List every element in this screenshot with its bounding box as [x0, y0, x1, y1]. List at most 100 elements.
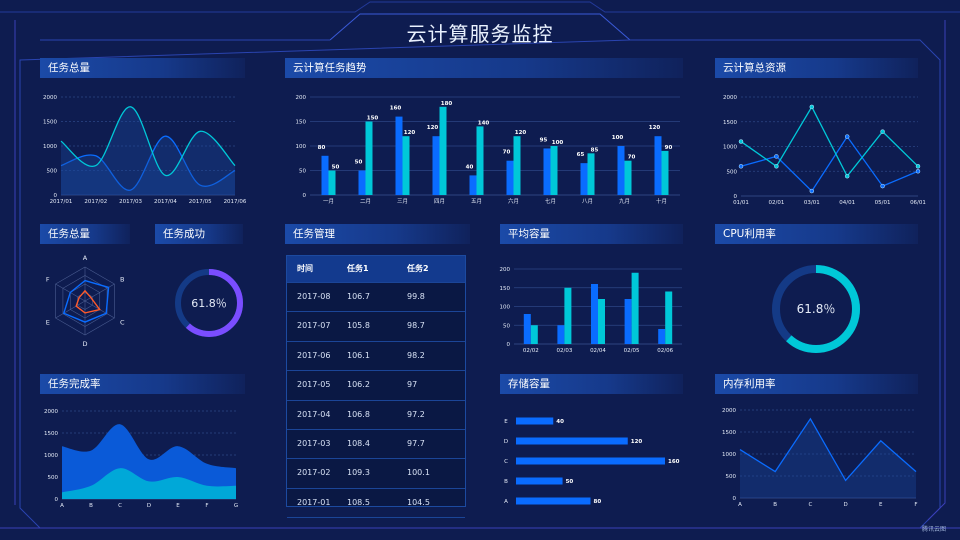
- x-tick-label: 二月: [360, 198, 371, 205]
- series-line: [740, 105, 919, 178]
- panel-header-cpu-usage: CPU利用率: [715, 224, 918, 244]
- bar: [506, 160, 514, 195]
- y-tick-label: 2000: [723, 95, 737, 101]
- table-cell: 2017-05: [297, 380, 331, 390]
- x-tick-label: B: [89, 503, 93, 509]
- y-tick-label: 500: [727, 169, 738, 175]
- data-label: 150: [367, 116, 379, 122]
- series-line: [739, 417, 917, 482]
- y-tick-label: 50: [299, 169, 306, 175]
- bar: [530, 325, 538, 344]
- data-label: 40: [466, 164, 474, 170]
- data-point: [738, 139, 744, 144]
- gauge-progress-arc: [175, 269, 243, 337]
- column-header-task2[interactable]: 任务2: [407, 264, 429, 273]
- table-row[interactable]: 2017-04 106.8 97.2: [287, 401, 465, 430]
- x-tick-label: 2017/05: [189, 199, 212, 205]
- x-tick-label: 02/03: [556, 348, 572, 354]
- y-tick-label: 500: [47, 169, 58, 175]
- data-label: 65: [577, 152, 585, 158]
- table-row[interactable]: 2017-01 108.5 104.5: [287, 489, 465, 519]
- table-row[interactable]: 2017-08 106.7 99.8: [287, 283, 465, 313]
- bar: [598, 299, 605, 344]
- bar: [665, 291, 673, 344]
- bar: [591, 284, 598, 344]
- x-tick-label: F: [205, 503, 208, 509]
- x-tick-label: 2017/01: [50, 199, 73, 205]
- table-cell: 106.8: [347, 409, 370, 419]
- table-cell: 2017-02: [297, 468, 331, 478]
- table-cell: 97.2: [407, 409, 425, 419]
- x-tick-label: 02/06: [657, 348, 673, 354]
- x-tick-label: D: [147, 503, 151, 509]
- table-row[interactable]: 2017-02 109.3 100.1: [287, 459, 465, 489]
- bar: [516, 417, 554, 425]
- table-row[interactable]: 2017-07 105.8 98.7: [287, 312, 465, 342]
- y-tick-label: 0: [55, 497, 59, 503]
- x-tick-label: E: [879, 502, 883, 508]
- data-label: 70: [628, 155, 636, 161]
- y-tick-label: 50: [503, 323, 510, 329]
- bar: [523, 314, 531, 344]
- table-cell: 98.2: [407, 350, 425, 360]
- y-tick-label: 2000: [44, 409, 58, 415]
- bar: [580, 163, 588, 195]
- bar: [513, 136, 521, 195]
- data-point: [915, 164, 921, 169]
- y-tick-label: 1000: [43, 144, 57, 150]
- x-tick-label: 02/04: [590, 348, 606, 354]
- panel-header-cloud-task-trend: 云计算任务趋势: [285, 58, 683, 78]
- radar-indicator-label: E: [46, 319, 50, 327]
- table-row[interactable]: 2017-03 108.4 97.7: [287, 430, 465, 460]
- bar: [631, 272, 639, 344]
- bar: [550, 146, 558, 195]
- bar: [658, 329, 666, 344]
- bar: [557, 325, 565, 344]
- y-category-label: A: [504, 499, 508, 505]
- data-point: [774, 164, 779, 169]
- table-cell: 2017-03: [297, 438, 331, 448]
- x-tick-label: 02/01: [768, 200, 784, 206]
- table-cell: 100.1: [407, 468, 430, 478]
- table-cell: 105.8: [347, 321, 370, 331]
- table-cell: 104.5: [407, 497, 430, 507]
- data-point: [844, 134, 850, 139]
- x-tick-label: 八月: [582, 198, 593, 205]
- page-title: 云计算服务监控: [406, 22, 554, 46]
- bar: [476, 126, 484, 195]
- bar: [624, 160, 632, 195]
- table-cell: 108.5: [347, 497, 370, 507]
- panel-header-task-total: 任务总量: [40, 58, 245, 78]
- y-tick-label: 100: [500, 305, 511, 311]
- data-label: 70: [503, 150, 511, 156]
- x-tick-label: C: [118, 503, 122, 509]
- x-tick-label: 三月: [397, 198, 408, 205]
- data-label: 90: [665, 145, 673, 151]
- bar: [516, 497, 591, 505]
- y-tick-label: 0: [734, 194, 738, 200]
- y-tick-label: 150: [296, 120, 307, 126]
- y-category-label: B: [504, 479, 508, 485]
- table-cell: 106.1: [347, 350, 370, 360]
- panel-header-task-total-radar: 任务总量: [40, 224, 130, 244]
- column-header-time[interactable]: 时间: [297, 264, 313, 273]
- bar: [564, 287, 572, 344]
- area-fill: [61, 106, 235, 195]
- bar: [439, 106, 447, 195]
- data-label: 160: [390, 106, 402, 112]
- y-category-label: C: [504, 459, 508, 465]
- y-tick-label: 1500: [44, 431, 58, 437]
- table-cell: 2017-04: [297, 409, 331, 419]
- bar: [328, 170, 336, 195]
- gauge-progress-arc: [772, 265, 860, 353]
- data-point: [738, 164, 744, 169]
- area-fill: [740, 418, 916, 498]
- table-row[interactable]: 2017-06 106.1 98.2: [287, 342, 465, 372]
- column-header-task1[interactable]: 任务1: [347, 264, 369, 273]
- data-point: [880, 129, 885, 134]
- bar: [321, 155, 329, 195]
- table-row[interactable]: 2017-05 106.2 97: [287, 371, 465, 401]
- data-label: 85: [591, 147, 599, 153]
- y-tick-label: 1000: [44, 453, 58, 459]
- table-cell: 106.7: [347, 292, 370, 301]
